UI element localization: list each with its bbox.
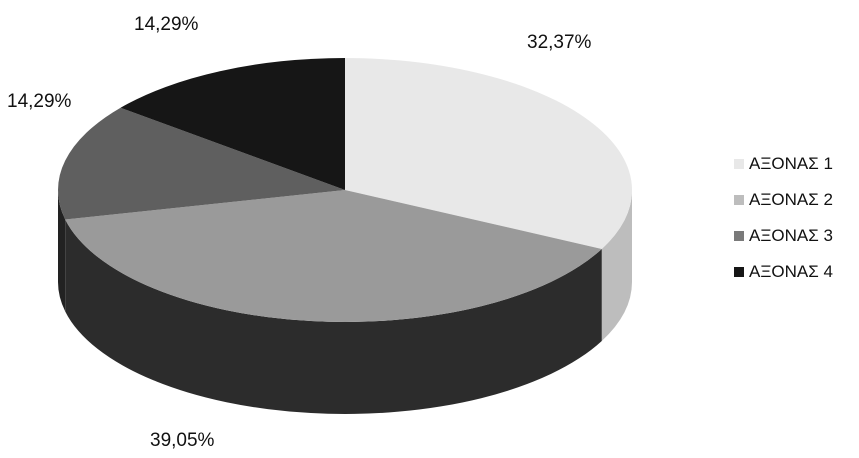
legend-label: ΑΞΟΝΑΣ 4: [749, 262, 833, 281]
pie-slice-4: [120, 58, 345, 190]
pie-side-1: [601, 190, 632, 341]
legend-swatch-icon: [734, 195, 744, 205]
legend-swatch-icon: [734, 159, 744, 169]
legend-swatch-icon: [734, 231, 744, 241]
data-label-4: 14,29%: [134, 14, 199, 35]
legend-label: ΑΞΟΝΑΣ 1: [749, 154, 833, 173]
data-labels: 32,37% 39,05% 14,29% 14,29%: [7, 14, 592, 451]
data-label-2: 39,05%: [150, 430, 215, 451]
pie-slice-3: [58, 107, 345, 220]
legend-swatch-icon: [734, 267, 744, 277]
pie-slices: [58, 58, 632, 322]
legend-item-axonas-1: ΑΞΟΝΑΣ 1: [734, 146, 854, 182]
legend-item-axonas-4: ΑΞΟΝΑΣ 4: [734, 254, 854, 290]
pie-slice-1: [345, 58, 632, 249]
pie-sides: [58, 190, 632, 414]
legend-item-axonas-2: ΑΞΟΝΑΣ 2: [734, 182, 854, 218]
pie-side-3: [58, 190, 66, 312]
legend: ΑΞΟΝΑΣ 1 ΑΞΟΝΑΣ 2 ΑΞΟΝΑΣ 3 ΑΞΟΝΑΣ 4: [734, 146, 854, 290]
legend-label: ΑΞΟΝΑΣ 2: [749, 190, 833, 209]
pie-side-2: [65, 219, 602, 414]
data-label-3: 14,29%: [7, 91, 72, 112]
data-label-1: 32,37%: [527, 32, 592, 53]
legend-item-axonas-3: ΑΞΟΝΑΣ 3: [734, 218, 854, 254]
pie-slice-2: [65, 190, 602, 322]
legend-label: ΑΞΟΝΑΣ 3: [749, 226, 833, 245]
